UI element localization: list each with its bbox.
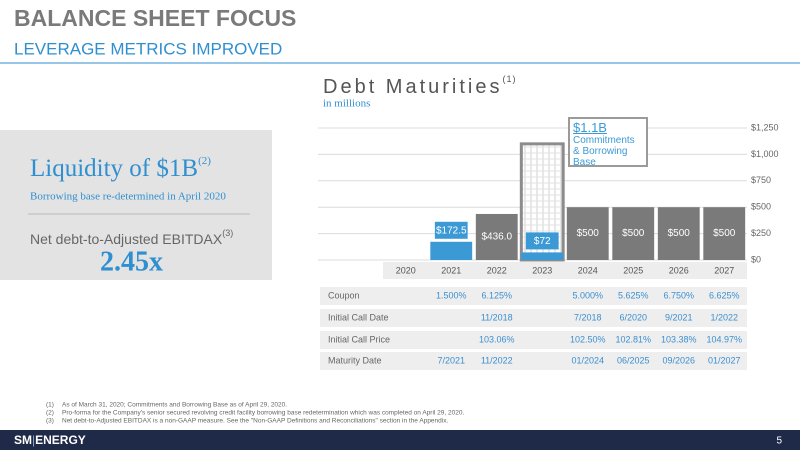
data-label: $72 <box>534 236 551 247</box>
footnote-text: As of March 31, 2020; Commitments and Bo… <box>62 402 287 409</box>
y-tick-label: $250 <box>751 228 771 238</box>
table-cell: 6.625% <box>709 290 740 300</box>
slide-title: BALANCE SHEET FOCUS <box>14 5 296 31</box>
liquidity-panel <box>0 130 272 280</box>
table-cell: 11/2018 <box>481 312 513 322</box>
liquidity-note: Borrowing base re-determined in April 20… <box>30 191 226 203</box>
table-cell: 01/2024 <box>571 355 604 365</box>
table-cell: 01/2027 <box>708 355 741 365</box>
table-cell: 104.97% <box>706 334 742 344</box>
callout-value: $1.1B <box>573 120 607 135</box>
metric-label: Net debt-to-Adjusted EBITDAX(3) <box>30 228 233 246</box>
table-cell: 102.50% <box>570 334 606 344</box>
logo-right: ENERGY <box>35 433 86 447</box>
table-cell: 9/2021 <box>665 312 693 322</box>
liquidity-title: Liquidity of $1B(2) <box>30 155 211 182</box>
x-tick-label: 2023 <box>532 265 552 275</box>
footnote-ref: (3) <box>222 228 233 238</box>
y-tick-label: $1,250 <box>751 122 779 132</box>
x-tick-label: 2027 <box>714 265 734 275</box>
data-label: $172.5 <box>436 225 467 236</box>
data-label: $436.0 <box>481 232 512 243</box>
bar <box>475 213 518 260</box>
table-row-band <box>320 287 747 305</box>
footnote-marker: (3) <box>46 418 54 425</box>
footnote-marker: (1) <box>46 402 54 409</box>
bar <box>430 241 473 260</box>
x-tick-label: 2020 <box>396 265 416 275</box>
table-cell: 1.500% <box>436 290 467 300</box>
category-band <box>383 262 747 279</box>
chart-title: Debt Maturities(1) <box>323 74 517 98</box>
table-cell: 1/2022 <box>710 312 738 322</box>
y-tick-label: $500 <box>751 202 771 212</box>
bar <box>521 252 564 260</box>
data-label: $500 <box>668 228 691 239</box>
y-tick-label: $750 <box>751 175 771 185</box>
bar <box>566 207 609 260</box>
table-cell: 5.000% <box>572 290 603 300</box>
table-cell: 103.06% <box>479 334 515 344</box>
data-label: $500 <box>577 228 600 239</box>
footnote-text: Pro-forma for the Company's senior secur… <box>62 410 464 417</box>
table-cell: 09/2026 <box>662 355 695 365</box>
table-cell: 7/2021 <box>437 355 465 365</box>
data-label: $500 <box>713 228 736 239</box>
x-tick-label: 2022 <box>487 265 507 275</box>
footnote-text: Net debt-to-Adjusted EBITDAX is a non-GA… <box>62 418 448 425</box>
data-label-badge <box>434 221 468 239</box>
legend-callout: $1.1B Commitments & Borrowing Base <box>568 117 648 168</box>
table-row-band <box>320 352 747 370</box>
footnote-ref: (2) <box>198 155 211 167</box>
row-label: Initial Call Price <box>328 334 390 344</box>
row-label: Initial Call Date <box>328 312 389 322</box>
logo: SM|ENERGY <box>14 433 86 447</box>
y-tick-label: $1,000 <box>751 149 779 159</box>
table-cell: 06/2025 <box>617 355 650 365</box>
table-cell: 7/2018 <box>574 312 602 322</box>
footnote-ref: (1) <box>503 74 517 84</box>
table-row-band <box>320 309 747 327</box>
row-label: Maturity Date <box>328 355 382 365</box>
legend-entry: Commitments & Borrowing Base <box>573 135 635 168</box>
liquidity-title-text: Liquidity of $1B <box>30 155 198 182</box>
slide-subtitle: LEVERAGE METRICS IMPROVED <box>14 39 282 58</box>
data-label: $500 <box>622 228 645 239</box>
row-label: Coupon <box>328 290 360 300</box>
bar <box>657 207 700 260</box>
footnote-marker: (2) <box>46 410 54 417</box>
table-cell: 5.625% <box>618 290 649 300</box>
chart-subtitle: in millions <box>323 98 370 110</box>
data-label-badge <box>525 232 559 250</box>
bar <box>612 207 655 260</box>
x-tick-label: 2024 <box>578 265 598 275</box>
metric-label-text: Net debt-to-Adjusted EBITDAX <box>30 231 223 247</box>
logo-left: SM <box>14 433 32 447</box>
table-row-band <box>320 331 747 349</box>
x-tick-label: 2021 <box>441 265 461 275</box>
table-cell: 6/2020 <box>619 312 647 322</box>
x-tick-label: 2026 <box>669 265 689 275</box>
y-tick-label: $0 <box>751 254 761 264</box>
metric-value: 2.45x <box>100 246 163 277</box>
x-tick-label: 2025 <box>623 265 643 275</box>
chart-title-text: Debt Maturities <box>323 76 503 98</box>
table-cell: 103.38% <box>661 334 697 344</box>
table-cell: 6.125% <box>481 290 512 300</box>
page-number: 5 <box>776 436 782 447</box>
footer-bar <box>0 430 800 450</box>
bar <box>703 207 746 260</box>
table-cell: 6.750% <box>663 290 694 300</box>
table-cell: 102.81% <box>615 334 651 344</box>
table-cell: 11/2022 <box>481 355 513 365</box>
